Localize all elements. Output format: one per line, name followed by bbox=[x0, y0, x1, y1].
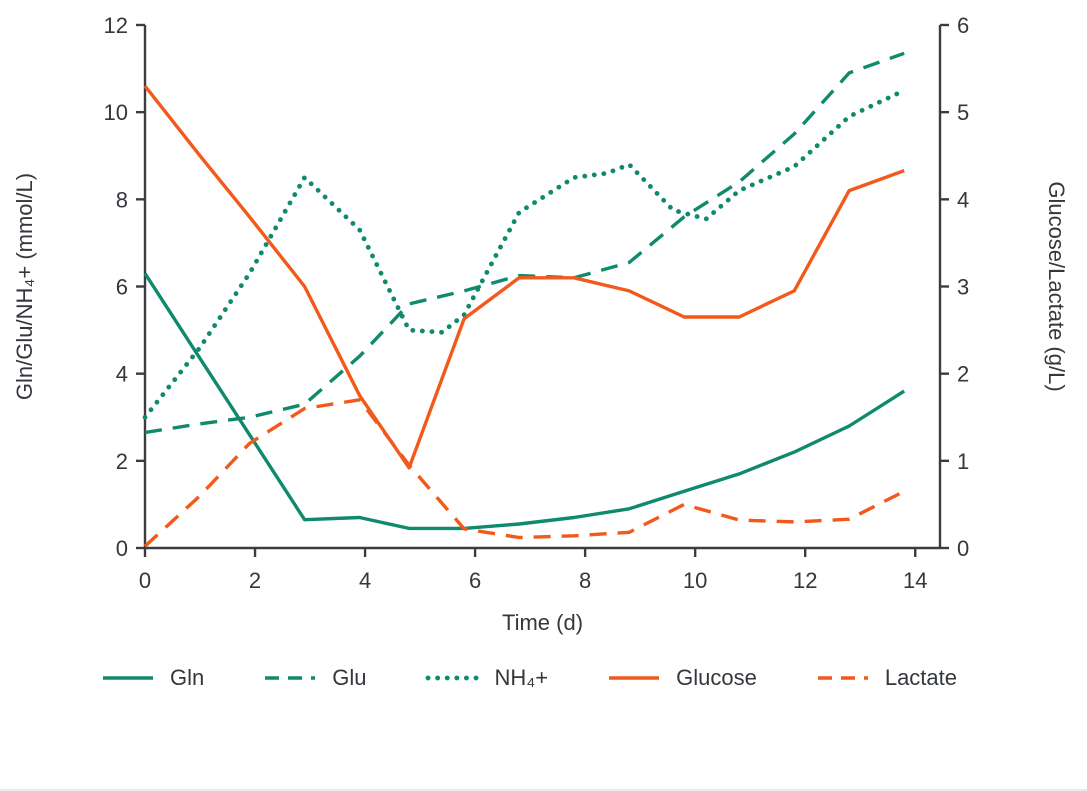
left-tick-label: 0 bbox=[116, 536, 128, 561]
legend-swatch-solid-line-icon bbox=[103, 676, 153, 680]
legend-swatch-dotted-line-icon bbox=[425, 675, 480, 681]
x-tick-label: 14 bbox=[903, 568, 927, 593]
left-tick-label: 2 bbox=[116, 449, 128, 474]
right-tick-label: 0 bbox=[957, 536, 969, 561]
series-line-gln bbox=[143, 272, 906, 531]
series-line-nh bbox=[142, 88, 907, 420]
chart-legend: Gln Glu NH₄+ Glucose Lactate bbox=[100, 665, 957, 691]
x-tick-label: 8 bbox=[579, 568, 591, 593]
legend-swatch-solid-line-icon bbox=[609, 676, 660, 680]
left-tick-label: 6 bbox=[116, 275, 128, 300]
x-axis-title: Time (d) bbox=[502, 610, 583, 635]
left-axis-title: Gln/Glu/NH₄+ (mmol/L) bbox=[12, 173, 37, 400]
left-tick-label: 8 bbox=[116, 187, 128, 212]
legend-label: Glucose bbox=[676, 665, 757, 690]
right-tick-label: 6 bbox=[957, 13, 969, 38]
right-tick-label: 2 bbox=[957, 362, 969, 387]
legend-swatch-dashed-line-icon bbox=[817, 676, 868, 680]
legend-label: NH₄+ bbox=[494, 665, 549, 690]
legend-item-nh: NH₄+ bbox=[425, 665, 549, 691]
x-tick-label: 4 bbox=[359, 568, 371, 593]
series-line-glu bbox=[144, 51, 905, 435]
series-line-lactate bbox=[143, 398, 905, 548]
legend-item-glucose: Glucose bbox=[606, 665, 757, 691]
left-tick-label: 12 bbox=[104, 13, 128, 38]
legend-item-glu: Glu bbox=[262, 665, 367, 691]
legend-label: Lactate bbox=[884, 665, 957, 690]
legend-label: Gln bbox=[170, 665, 205, 690]
x-tick-label: 6 bbox=[469, 568, 481, 593]
right-tick-label: 4 bbox=[957, 187, 969, 212]
right-axis-title: Glucose/Lactate (g/L) bbox=[1044, 181, 1069, 391]
bottom-divider bbox=[0, 789, 1087, 791]
left-tick-label: 10 bbox=[104, 100, 128, 125]
x-tick-label: 0 bbox=[139, 568, 151, 593]
x-tick-label: 2 bbox=[249, 568, 261, 593]
legend-swatch-dashed-line-icon bbox=[265, 676, 316, 680]
legend-label: Glu bbox=[332, 665, 367, 690]
left-tick-label: 4 bbox=[116, 362, 128, 387]
x-tick-label: 12 bbox=[793, 568, 817, 593]
series-line-glucose bbox=[143, 84, 905, 470]
legend-item-gln: Gln bbox=[100, 665, 204, 691]
legend-item-lactate: Lactate bbox=[815, 665, 957, 691]
x-tick-label: 10 bbox=[683, 568, 707, 593]
right-tick-label: 1 bbox=[957, 449, 969, 474]
right-tick-label: 3 bbox=[957, 275, 969, 300]
right-tick-label: 5 bbox=[957, 100, 969, 125]
